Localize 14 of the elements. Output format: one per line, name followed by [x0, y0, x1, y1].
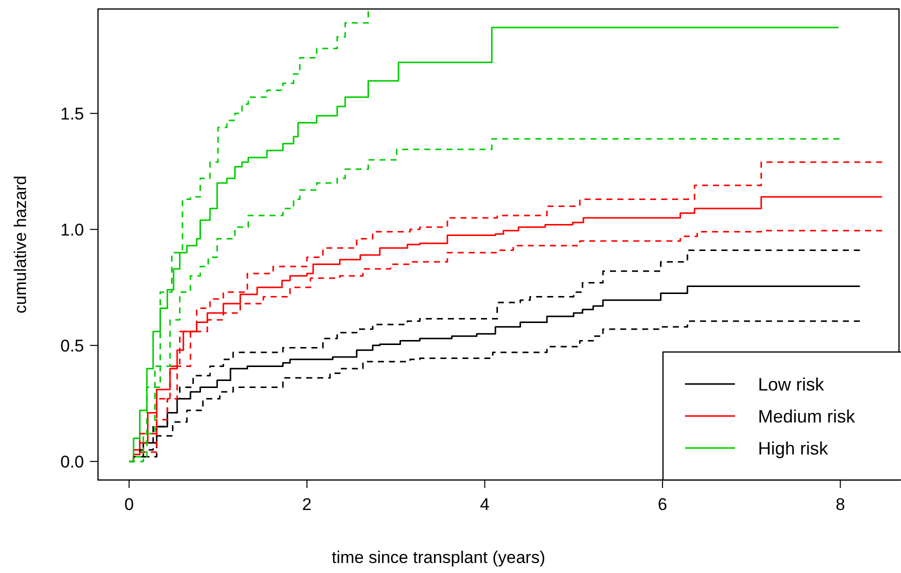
legend-label: High risk	[758, 438, 830, 458]
x-tick-label: 0	[124, 495, 134, 514]
y-tick-label: 0.0	[60, 452, 84, 472]
x-tick-label: 6	[658, 495, 668, 514]
y-tick-label: 0.5	[60, 336, 84, 356]
x-tick-label: 4	[480, 495, 490, 514]
x-axis-title: time since transplant (years)	[332, 548, 546, 567]
x-tick-label: 2	[302, 495, 312, 514]
y-tick-label: 1.5	[60, 104, 84, 124]
legend-label: Medium risk	[758, 406, 856, 426]
y-axis-title: cumulative hazard	[11, 176, 30, 314]
x-tick-label: 8	[836, 495, 846, 514]
y-tick-label: 1.0	[60, 220, 84, 240]
legend-label: Low risk	[758, 374, 826, 394]
